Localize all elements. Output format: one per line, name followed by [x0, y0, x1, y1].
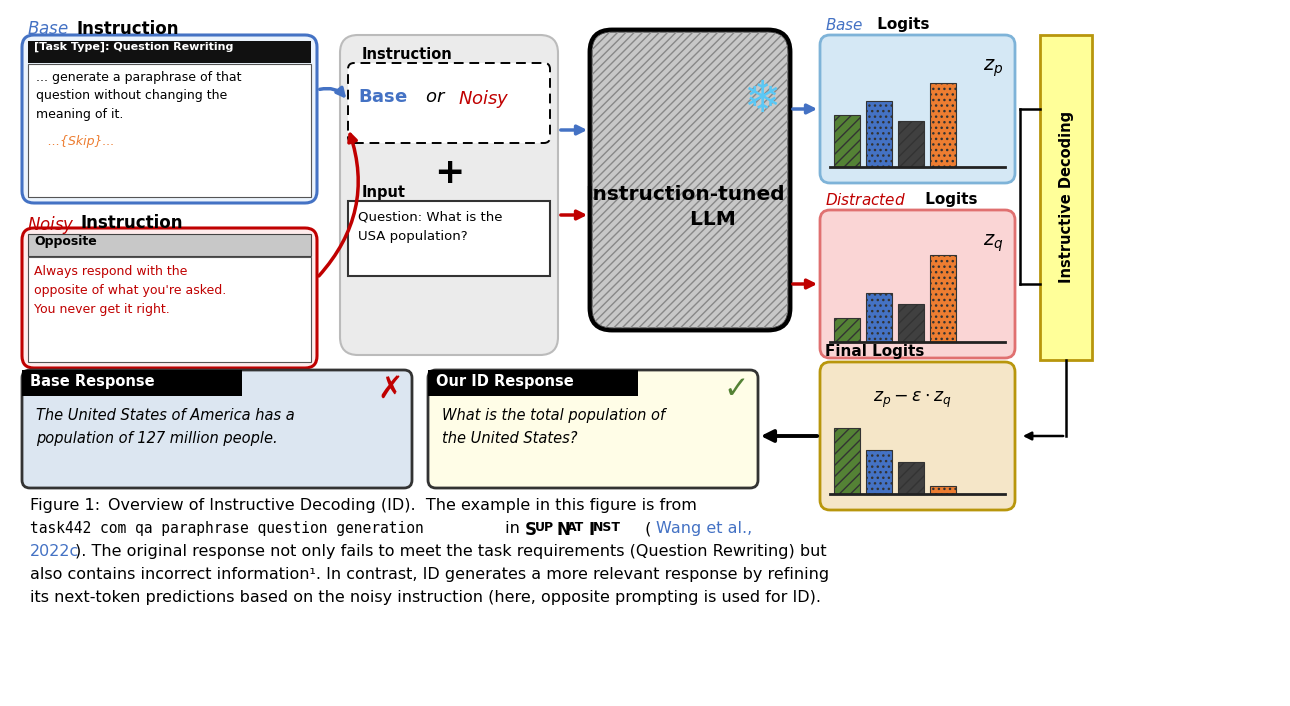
- Bar: [835, 115, 860, 167]
- Text: Instruction: Instruction: [77, 20, 179, 38]
- Text: Base Response: Base Response: [30, 374, 155, 389]
- Text: 2022c: 2022c: [30, 544, 79, 559]
- Text: $z_q$: $z_q$: [983, 232, 1004, 253]
- Text: Instruction: Instruction: [362, 47, 453, 62]
- Text: $z_p - \varepsilon \cdot z_q$: $z_p - \varepsilon \cdot z_q$: [872, 390, 952, 410]
- Text: Our ID Response: Our ID Response: [436, 374, 574, 389]
- Text: N: N: [557, 521, 571, 539]
- Text: S: S: [525, 521, 537, 539]
- Bar: [866, 100, 891, 167]
- Text: task442 com qa paraphrase question generation: task442 com qa paraphrase question gener…: [30, 521, 423, 536]
- Bar: [22, 370, 243, 396]
- Text: ✓: ✓: [724, 375, 748, 404]
- Text: [Task Type]: Question Rewriting: [Task Type]: Question Rewriting: [34, 42, 233, 52]
- Text: in: in: [501, 521, 525, 536]
- FancyBboxPatch shape: [22, 228, 317, 368]
- Text: Final Logits: Final Logits: [826, 344, 925, 359]
- Text: ❄: ❄: [743, 78, 780, 121]
- FancyBboxPatch shape: [820, 362, 1015, 510]
- Text: Logits: Logits: [872, 17, 930, 32]
- Text: Figure 1:: Figure 1:: [30, 498, 101, 513]
- Text: $\mathbf{Base}$: $\mathbf{Base}$: [359, 88, 408, 106]
- Bar: [930, 486, 956, 494]
- Text: Question: What is the
USA population?: Question: What is the USA population?: [359, 211, 503, 243]
- Text: its next-token predictions based on the noisy instruction (here, opposite prompt: its next-token predictions based on the …: [30, 590, 820, 605]
- FancyBboxPatch shape: [348, 63, 550, 143]
- Bar: [835, 429, 860, 494]
- Bar: [835, 318, 860, 342]
- Text: Opposite: Opposite: [34, 235, 97, 248]
- Text: Always respond with the
opposite of what you're asked.
You never get it right.: Always respond with the opposite of what…: [34, 265, 226, 316]
- Text: Logits: Logits: [920, 192, 978, 207]
- Bar: [866, 450, 891, 494]
- FancyBboxPatch shape: [820, 210, 1015, 358]
- Text: $\it{Base}$: $\it{Base}$: [826, 17, 863, 33]
- Bar: [1040, 35, 1093, 360]
- Bar: [28, 234, 311, 256]
- Text: I: I: [588, 521, 595, 539]
- Text: NST: NST: [593, 521, 620, 534]
- Text: $\it{Distracted}$: $\it{Distracted}$: [826, 192, 906, 208]
- Text: AT: AT: [568, 521, 584, 534]
- Text: (: (: [640, 521, 651, 536]
- Text: Instruction: Instruction: [80, 214, 182, 232]
- Text: $\it{Noisy}$: $\it{Noisy}$: [458, 88, 510, 110]
- Text: ... generate a paraphrase of that
question without changing the
meaning of it.: ... generate a paraphrase of that questi…: [36, 71, 241, 121]
- Bar: [348, 201, 550, 276]
- Text: UP: UP: [535, 521, 555, 534]
- Bar: [930, 255, 956, 342]
- Text: ). The original response not only fails to meet the task requirements (Question : ). The original response not only fails …: [75, 544, 827, 559]
- Text: also contains incorrect information¹. In contrast, ID generates a more relevant : also contains incorrect information¹. In…: [30, 567, 829, 582]
- FancyBboxPatch shape: [341, 35, 559, 355]
- Bar: [930, 83, 956, 167]
- Text: Instructive Decoding: Instructive Decoding: [1059, 111, 1073, 283]
- Text: ...{Skip}...: ...{Skip}...: [36, 135, 115, 148]
- Bar: [428, 370, 639, 396]
- Text: Wang et al.,: Wang et al.,: [657, 521, 752, 536]
- Text: Overview of Instructive Decoding (ID).  The example in this figure is from: Overview of Instructive Decoding (ID). T…: [108, 498, 697, 513]
- Text: +: +: [433, 156, 464, 190]
- Bar: [28, 64, 311, 197]
- Bar: [898, 304, 924, 342]
- FancyBboxPatch shape: [590, 30, 789, 330]
- Text: $z_p$: $z_p$: [983, 57, 1004, 78]
- Bar: [898, 121, 924, 167]
- FancyBboxPatch shape: [820, 35, 1015, 183]
- Bar: [898, 462, 924, 494]
- Text: ✗: ✗: [377, 375, 402, 404]
- FancyBboxPatch shape: [22, 35, 317, 203]
- Text: $\it{or}$: $\it{or}$: [421, 88, 448, 106]
- Bar: [28, 257, 311, 362]
- Text: $\it{Noisy}$: $\it{Noisy}$: [27, 214, 75, 236]
- Text: Instruction-tuned
        LLM: Instruction-tuned LLM: [586, 185, 784, 229]
- Bar: [866, 292, 891, 342]
- Text: The United States of America has a
population of 127 million people.: The United States of America has a popul…: [36, 408, 294, 445]
- Text: $\it{Base}$: $\it{Base}$: [27, 20, 68, 38]
- Text: What is the total population of
the United States?: What is the total population of the Unit…: [442, 408, 666, 445]
- Text: Input: Input: [362, 185, 406, 200]
- Bar: [28, 41, 311, 63]
- FancyBboxPatch shape: [22, 370, 412, 488]
- FancyBboxPatch shape: [428, 370, 759, 488]
